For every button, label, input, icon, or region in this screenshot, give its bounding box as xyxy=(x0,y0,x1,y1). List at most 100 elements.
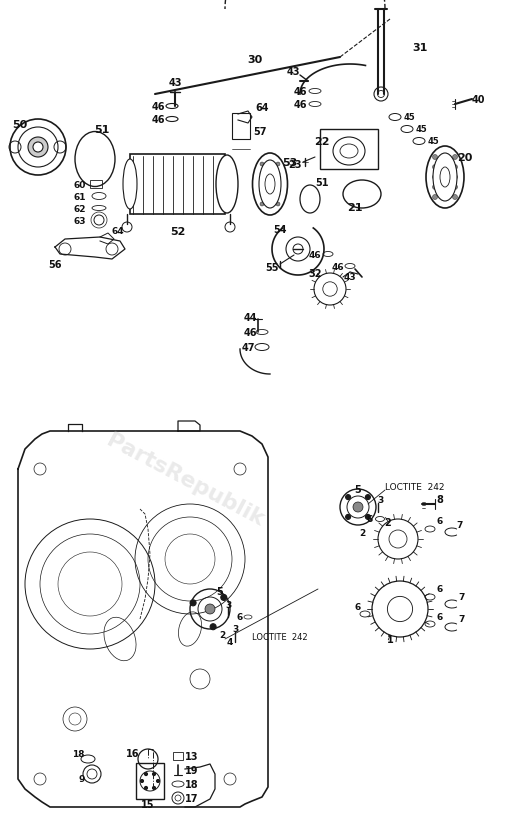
Text: 21: 21 xyxy=(347,203,363,213)
Text: 18: 18 xyxy=(72,749,84,758)
Text: LOCTITE  242: LOCTITE 242 xyxy=(385,483,444,492)
Circle shape xyxy=(345,495,350,500)
Circle shape xyxy=(33,143,43,153)
Circle shape xyxy=(268,163,272,167)
Text: 6: 6 xyxy=(437,517,443,526)
Circle shape xyxy=(442,155,447,160)
Circle shape xyxy=(153,772,156,776)
Circle shape xyxy=(432,165,437,170)
Text: 32: 32 xyxy=(308,269,322,279)
Circle shape xyxy=(276,183,280,187)
Circle shape xyxy=(452,155,458,160)
Text: 46: 46 xyxy=(152,102,165,112)
Ellipse shape xyxy=(426,147,464,208)
Bar xyxy=(173,752,183,760)
Text: 2: 2 xyxy=(219,629,225,638)
Text: 6: 6 xyxy=(237,613,243,622)
Text: 50: 50 xyxy=(13,120,28,130)
Circle shape xyxy=(432,195,437,200)
Circle shape xyxy=(210,624,216,630)
Circle shape xyxy=(260,183,264,187)
Circle shape xyxy=(432,175,437,180)
Text: 6: 6 xyxy=(437,612,443,621)
Text: 46: 46 xyxy=(332,262,344,271)
Circle shape xyxy=(442,185,447,190)
Text: 64: 64 xyxy=(255,103,269,112)
Bar xyxy=(130,155,225,215)
Circle shape xyxy=(87,769,97,779)
Circle shape xyxy=(268,193,272,197)
Text: 3: 3 xyxy=(232,624,238,633)
Text: 7: 7 xyxy=(457,520,463,528)
Text: 8: 8 xyxy=(436,495,443,504)
Text: 22: 22 xyxy=(314,136,330,147)
Text: LOCTITE  242: LOCTITE 242 xyxy=(252,633,308,642)
Text: 62: 62 xyxy=(74,204,86,213)
Text: 60: 60 xyxy=(74,180,86,189)
Bar xyxy=(90,181,102,189)
Text: 52: 52 xyxy=(170,227,186,237)
Text: 43: 43 xyxy=(168,78,182,88)
Text: 44: 44 xyxy=(243,313,257,323)
Text: 5: 5 xyxy=(355,485,362,495)
Circle shape xyxy=(140,780,143,782)
Text: 47: 47 xyxy=(241,342,255,352)
Circle shape xyxy=(432,155,437,160)
Text: 18: 18 xyxy=(185,779,199,789)
Text: 51: 51 xyxy=(315,178,329,188)
Circle shape xyxy=(366,514,370,520)
Circle shape xyxy=(268,183,272,187)
Circle shape xyxy=(452,185,458,190)
Text: 46: 46 xyxy=(152,115,165,125)
Circle shape xyxy=(353,502,363,513)
Text: 45: 45 xyxy=(415,126,427,134)
Circle shape xyxy=(205,605,215,614)
Circle shape xyxy=(268,173,272,177)
Circle shape xyxy=(432,185,437,190)
Circle shape xyxy=(157,780,160,782)
Text: 46: 46 xyxy=(293,87,307,97)
Text: 19: 19 xyxy=(185,765,199,775)
Text: 9: 9 xyxy=(79,775,85,783)
Text: 4: 4 xyxy=(227,638,233,647)
Circle shape xyxy=(442,195,447,200)
Circle shape xyxy=(345,514,350,520)
Text: 51: 51 xyxy=(94,125,110,135)
Circle shape xyxy=(442,175,447,180)
Circle shape xyxy=(268,203,272,207)
Circle shape xyxy=(221,595,227,600)
Text: 57: 57 xyxy=(253,127,267,136)
Circle shape xyxy=(153,786,156,790)
Text: 2: 2 xyxy=(385,518,391,528)
Ellipse shape xyxy=(123,160,137,210)
Text: 13: 13 xyxy=(185,751,199,761)
Text: 61: 61 xyxy=(74,192,86,201)
Text: 2: 2 xyxy=(359,528,365,537)
Circle shape xyxy=(276,203,280,207)
Bar xyxy=(136,763,164,799)
Circle shape xyxy=(276,163,280,167)
Text: 31: 31 xyxy=(412,43,428,53)
Text: 3: 3 xyxy=(377,496,383,505)
Text: 63: 63 xyxy=(74,216,86,225)
Circle shape xyxy=(28,138,48,158)
Circle shape xyxy=(144,786,147,790)
Text: 40: 40 xyxy=(471,95,485,105)
Text: 54: 54 xyxy=(273,225,287,235)
Circle shape xyxy=(260,193,264,197)
Text: 6: 6 xyxy=(367,515,373,523)
Text: 30: 30 xyxy=(247,55,263,65)
Circle shape xyxy=(276,173,280,177)
Text: 7: 7 xyxy=(459,614,465,624)
Text: 43: 43 xyxy=(344,273,357,282)
Text: 20: 20 xyxy=(458,153,473,163)
Text: 3: 3 xyxy=(225,600,231,609)
Text: PartsRepublik: PartsRepublik xyxy=(103,429,267,529)
Text: 6: 6 xyxy=(355,602,361,611)
Text: 15: 15 xyxy=(141,799,155,809)
Text: 17: 17 xyxy=(185,793,199,803)
Text: 64: 64 xyxy=(112,227,124,237)
Text: 45: 45 xyxy=(427,137,439,146)
Text: 46: 46 xyxy=(293,100,307,110)
Text: 5: 5 xyxy=(217,586,223,596)
